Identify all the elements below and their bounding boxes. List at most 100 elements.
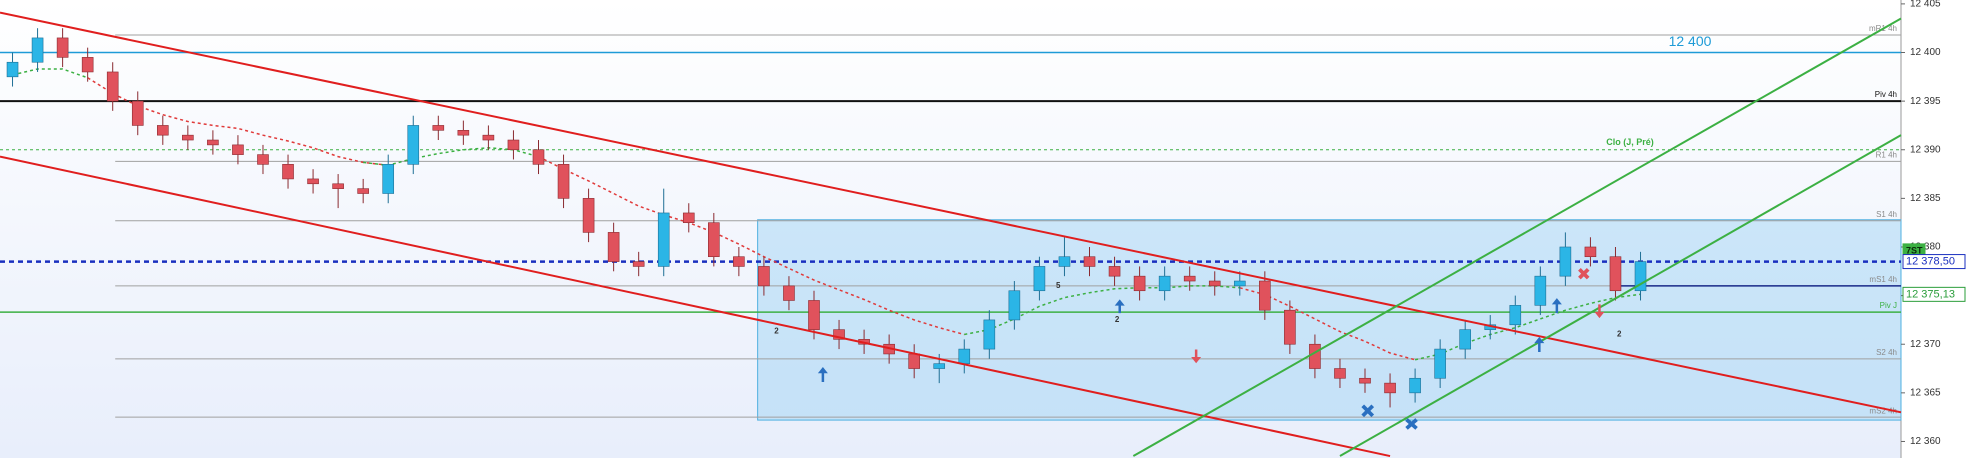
candle-body	[908, 353, 920, 369]
candle-body	[106, 71, 119, 102]
candle-body	[1434, 348, 1446, 379]
candle-body	[983, 319, 996, 350]
cross-icon	[1361, 404, 1375, 418]
candle-body	[1033, 266, 1046, 292]
candle-body	[532, 149, 545, 165]
up-arrow	[1551, 298, 1562, 314]
candle-body	[958, 348, 971, 364]
candle-body	[607, 232, 620, 262]
candle-body	[232, 144, 244, 155]
price-tag-label: 7ST	[1906, 245, 1923, 255]
candle-body	[1133, 275, 1146, 292]
trendline	[0, 11, 1902, 414]
candle-body	[6, 61, 19, 78]
trendline	[1132, 17, 1902, 457]
level-label: mS1 4h	[1869, 275, 1897, 284]
candle-body	[1183, 275, 1196, 282]
y-tick-label: 12 405	[1910, 0, 1941, 10]
candle-body	[1584, 246, 1597, 258]
candle-body	[131, 100, 144, 126]
candle-body	[457, 130, 470, 136]
cross-icon	[1405, 418, 1418, 430]
trendline	[0, 155, 1391, 458]
candle-body	[1634, 261, 1647, 292]
candle-body	[257, 154, 269, 165]
level-label: S2 4h	[1876, 348, 1897, 357]
cross-icon	[1578, 267, 1590, 280]
level-label: Piv 4h	[1875, 90, 1897, 99]
y-tick-label: 12 400	[1910, 47, 1941, 58]
candle-body	[507, 139, 520, 151]
trendline	[1339, 134, 1902, 457]
down-arrow	[1594, 304, 1605, 319]
candle-body	[1259, 280, 1271, 311]
candle-body	[657, 212, 670, 267]
candle-body	[156, 125, 169, 136]
level-label: mS2 4h	[1869, 406, 1897, 415]
level-label: Clo (J, Pré)	[1606, 137, 1654, 147]
candle-body	[1334, 368, 1346, 379]
signal-icons	[817, 267, 1605, 430]
candle-body	[1309, 343, 1321, 369]
candle-body	[332, 183, 344, 189]
annotation: 5	[1056, 281, 1061, 290]
up-arrow	[1534, 336, 1545, 352]
down-arrow	[1191, 349, 1202, 364]
candle-body	[632, 261, 645, 267]
candle-body	[432, 125, 445, 131]
candle-body	[1158, 275, 1171, 292]
candle-body	[682, 212, 695, 223]
y-tick-label: 12 380	[1910, 242, 1941, 253]
price-tag-label: 12 375,13	[1906, 288, 1955, 300]
candle-body	[207, 139, 219, 146]
candle-body	[1284, 309, 1296, 345]
y-tick-label: 12 390	[1910, 144, 1941, 155]
candle-body	[1058, 256, 1071, 267]
candle-body	[733, 256, 745, 267]
candle-body	[31, 37, 44, 63]
candle-body	[1008, 290, 1021, 321]
price-axis	[1901, 0, 1966, 458]
level-label: Piv J	[1880, 301, 1897, 310]
candle-body	[1083, 256, 1096, 267]
candle-body	[1108, 266, 1121, 277]
candle-body	[182, 134, 194, 141]
y-tick-label: 12 395	[1910, 96, 1941, 107]
candle-body	[1384, 382, 1396, 394]
candle-body	[808, 300, 820, 330]
annotation: 2	[1115, 315, 1120, 324]
candle-body	[56, 37, 69, 58]
candle-body	[557, 164, 570, 199]
candle-body	[833, 329, 845, 340]
candle-body	[1609, 256, 1622, 292]
candle-body	[282, 164, 294, 180]
candle-body	[307, 178, 319, 185]
candle-body	[482, 134, 495, 141]
candle-body	[81, 57, 94, 73]
up-arrow	[817, 366, 828, 383]
candle-body	[708, 222, 720, 258]
zone	[757, 219, 1902, 421]
up-arrow	[1114, 299, 1125, 314]
annotation: 2	[1617, 330, 1622, 339]
price-tag-box	[1902, 254, 1966, 270]
candle-body	[407, 125, 420, 165]
candle-body	[1359, 377, 1371, 384]
price-tag-box	[1902, 286, 1966, 302]
candle-body	[1534, 275, 1547, 306]
candle-body	[1459, 329, 1471, 350]
y-tick-label: 12 365	[1910, 387, 1941, 398]
candle-body	[1409, 377, 1421, 394]
candle-body	[357, 188, 369, 194]
y-tick-label: 12 385	[1910, 193, 1941, 204]
candle-body	[783, 285, 795, 301]
price-tag-label: 12 378,50	[1906, 255, 1955, 267]
candle-body	[1509, 305, 1522, 326]
candle-body	[1559, 246, 1572, 277]
level-label: R1 4h	[1876, 151, 1897, 160]
candle-body	[1208, 280, 1221, 287]
candle-body	[933, 363, 946, 369]
